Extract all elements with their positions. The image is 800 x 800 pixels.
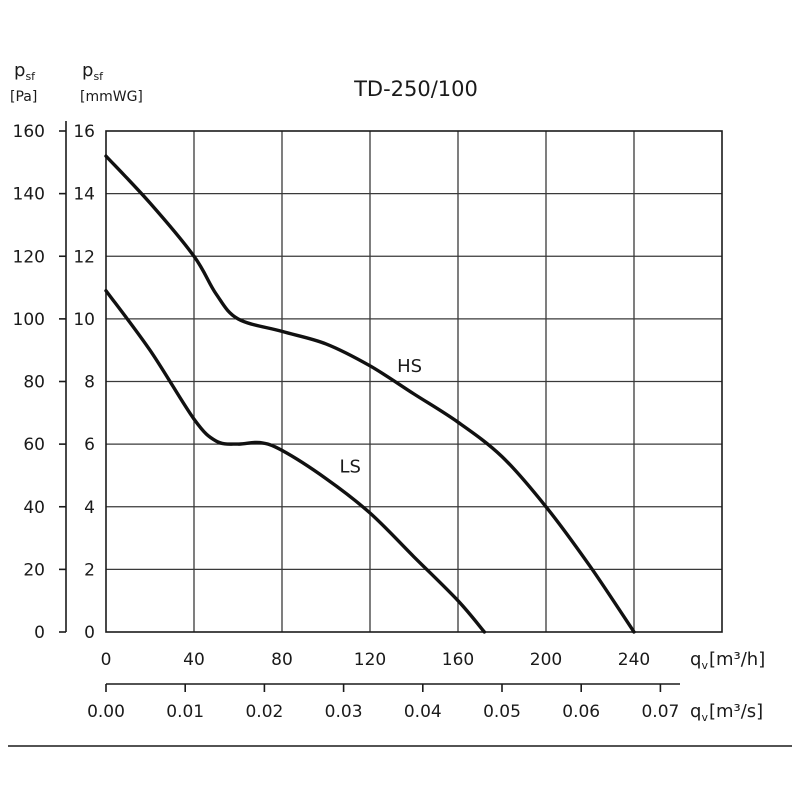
chart-title: TD-250/100 [353,77,478,101]
inner-y-tick-label: 10 [73,310,95,330]
left-y-tick-label: 80 [23,373,45,393]
inner-y-tick-label: 12 [73,247,95,267]
x-main-tick-label: 80 [271,650,293,670]
left-y-tick-label: 60 [23,435,45,455]
x-main-label-unit: [m³/h] [709,649,765,670]
series-hs-curve [104,154,636,634]
x-secondary-tick-label: 0.06 [562,702,600,722]
series-hs-label: HS [397,356,422,377]
x-sec-label-sub: v [701,711,708,724]
left-y-tick-label: 0 [34,623,45,643]
inner-y-label-main: p [82,60,93,81]
x-main-label-sub: v [701,659,708,672]
inner-y-tick-label: 6 [84,435,95,455]
inner-y-tick-label: 2 [84,560,95,580]
inner-y-label-sub: sf [93,70,104,83]
x-secondary-tick-label: 0.07 [641,702,679,722]
x-secondary-tick-label: 0.03 [325,702,363,722]
plot-frame [105,130,723,633]
x-sec-label-main: q [690,701,701,722]
x-secondary-axis-label: qv[m³/s] [690,701,763,724]
x-secondary-tick-label: 0.02 [245,702,283,722]
left-y-tick-label: 100 [13,310,45,330]
left-y-label-sub: sf [25,70,36,83]
x-secondary-tick-label: 0.01 [166,702,204,722]
svg-text:psf: psf [14,60,36,83]
x-main-tick-label: 200 [530,650,562,670]
inner-y-tick-label: 4 [84,498,95,518]
x-secondary-tick-label: 0.00 [87,702,125,722]
left-y-label-unit: [Pa] [10,89,37,105]
grid [106,131,722,632]
x-main-axis-label: qv[m³/h] [690,649,765,672]
series-ls-label: LS [339,456,360,477]
x-main-tick-label: 40 [183,650,205,670]
inner-y-label-unit: [mmWG] [80,89,143,105]
x-sec-label-unit: [m³/s] [709,701,763,722]
x-main-tick-label: 160 [442,650,474,670]
x-main-tick-label: 0 [101,650,112,670]
left-y-axis: 160 140 120 100 80 60 40 20 0 [13,122,66,643]
inner-y-tick-label: 16 [73,122,95,142]
left-y-tick-label: 120 [13,247,45,267]
left-y-tick-label: 160 [13,122,45,142]
x-main-label-main: q [690,649,701,670]
x-axis-main: 0 40 80 120 160 200 240 [101,650,651,670]
x-main-tick-label: 120 [354,650,386,670]
x-axis-secondary: 0.00 0.01 0.02 0.03 0.04 0.05 0.06 0.07 [87,684,679,722]
inner-y-axis-label: psf [mmWG] [80,60,143,105]
inner-y-tick-label: 14 [73,185,95,205]
series: HS LS [104,154,636,634]
x-secondary-tick-label: 0.05 [483,702,521,722]
inner-y-axis: 16 14 12 10 8 6 4 2 0 [73,122,95,643]
left-y-label-main: p [14,60,25,81]
left-y-tick-label: 40 [23,498,45,518]
x-secondary-tick-label: 0.04 [404,702,442,722]
left-y-tick-label: 20 [23,560,45,580]
x-main-tick-label: 240 [618,650,650,670]
svg-text:psf: psf [82,60,104,83]
inner-y-tick-label: 0 [84,623,95,643]
series-ls-curve [104,289,487,634]
left-y-axis-label: psf [Pa] [10,60,37,105]
inner-y-tick-label: 8 [84,373,95,393]
left-y-tick-label: 140 [13,185,45,205]
